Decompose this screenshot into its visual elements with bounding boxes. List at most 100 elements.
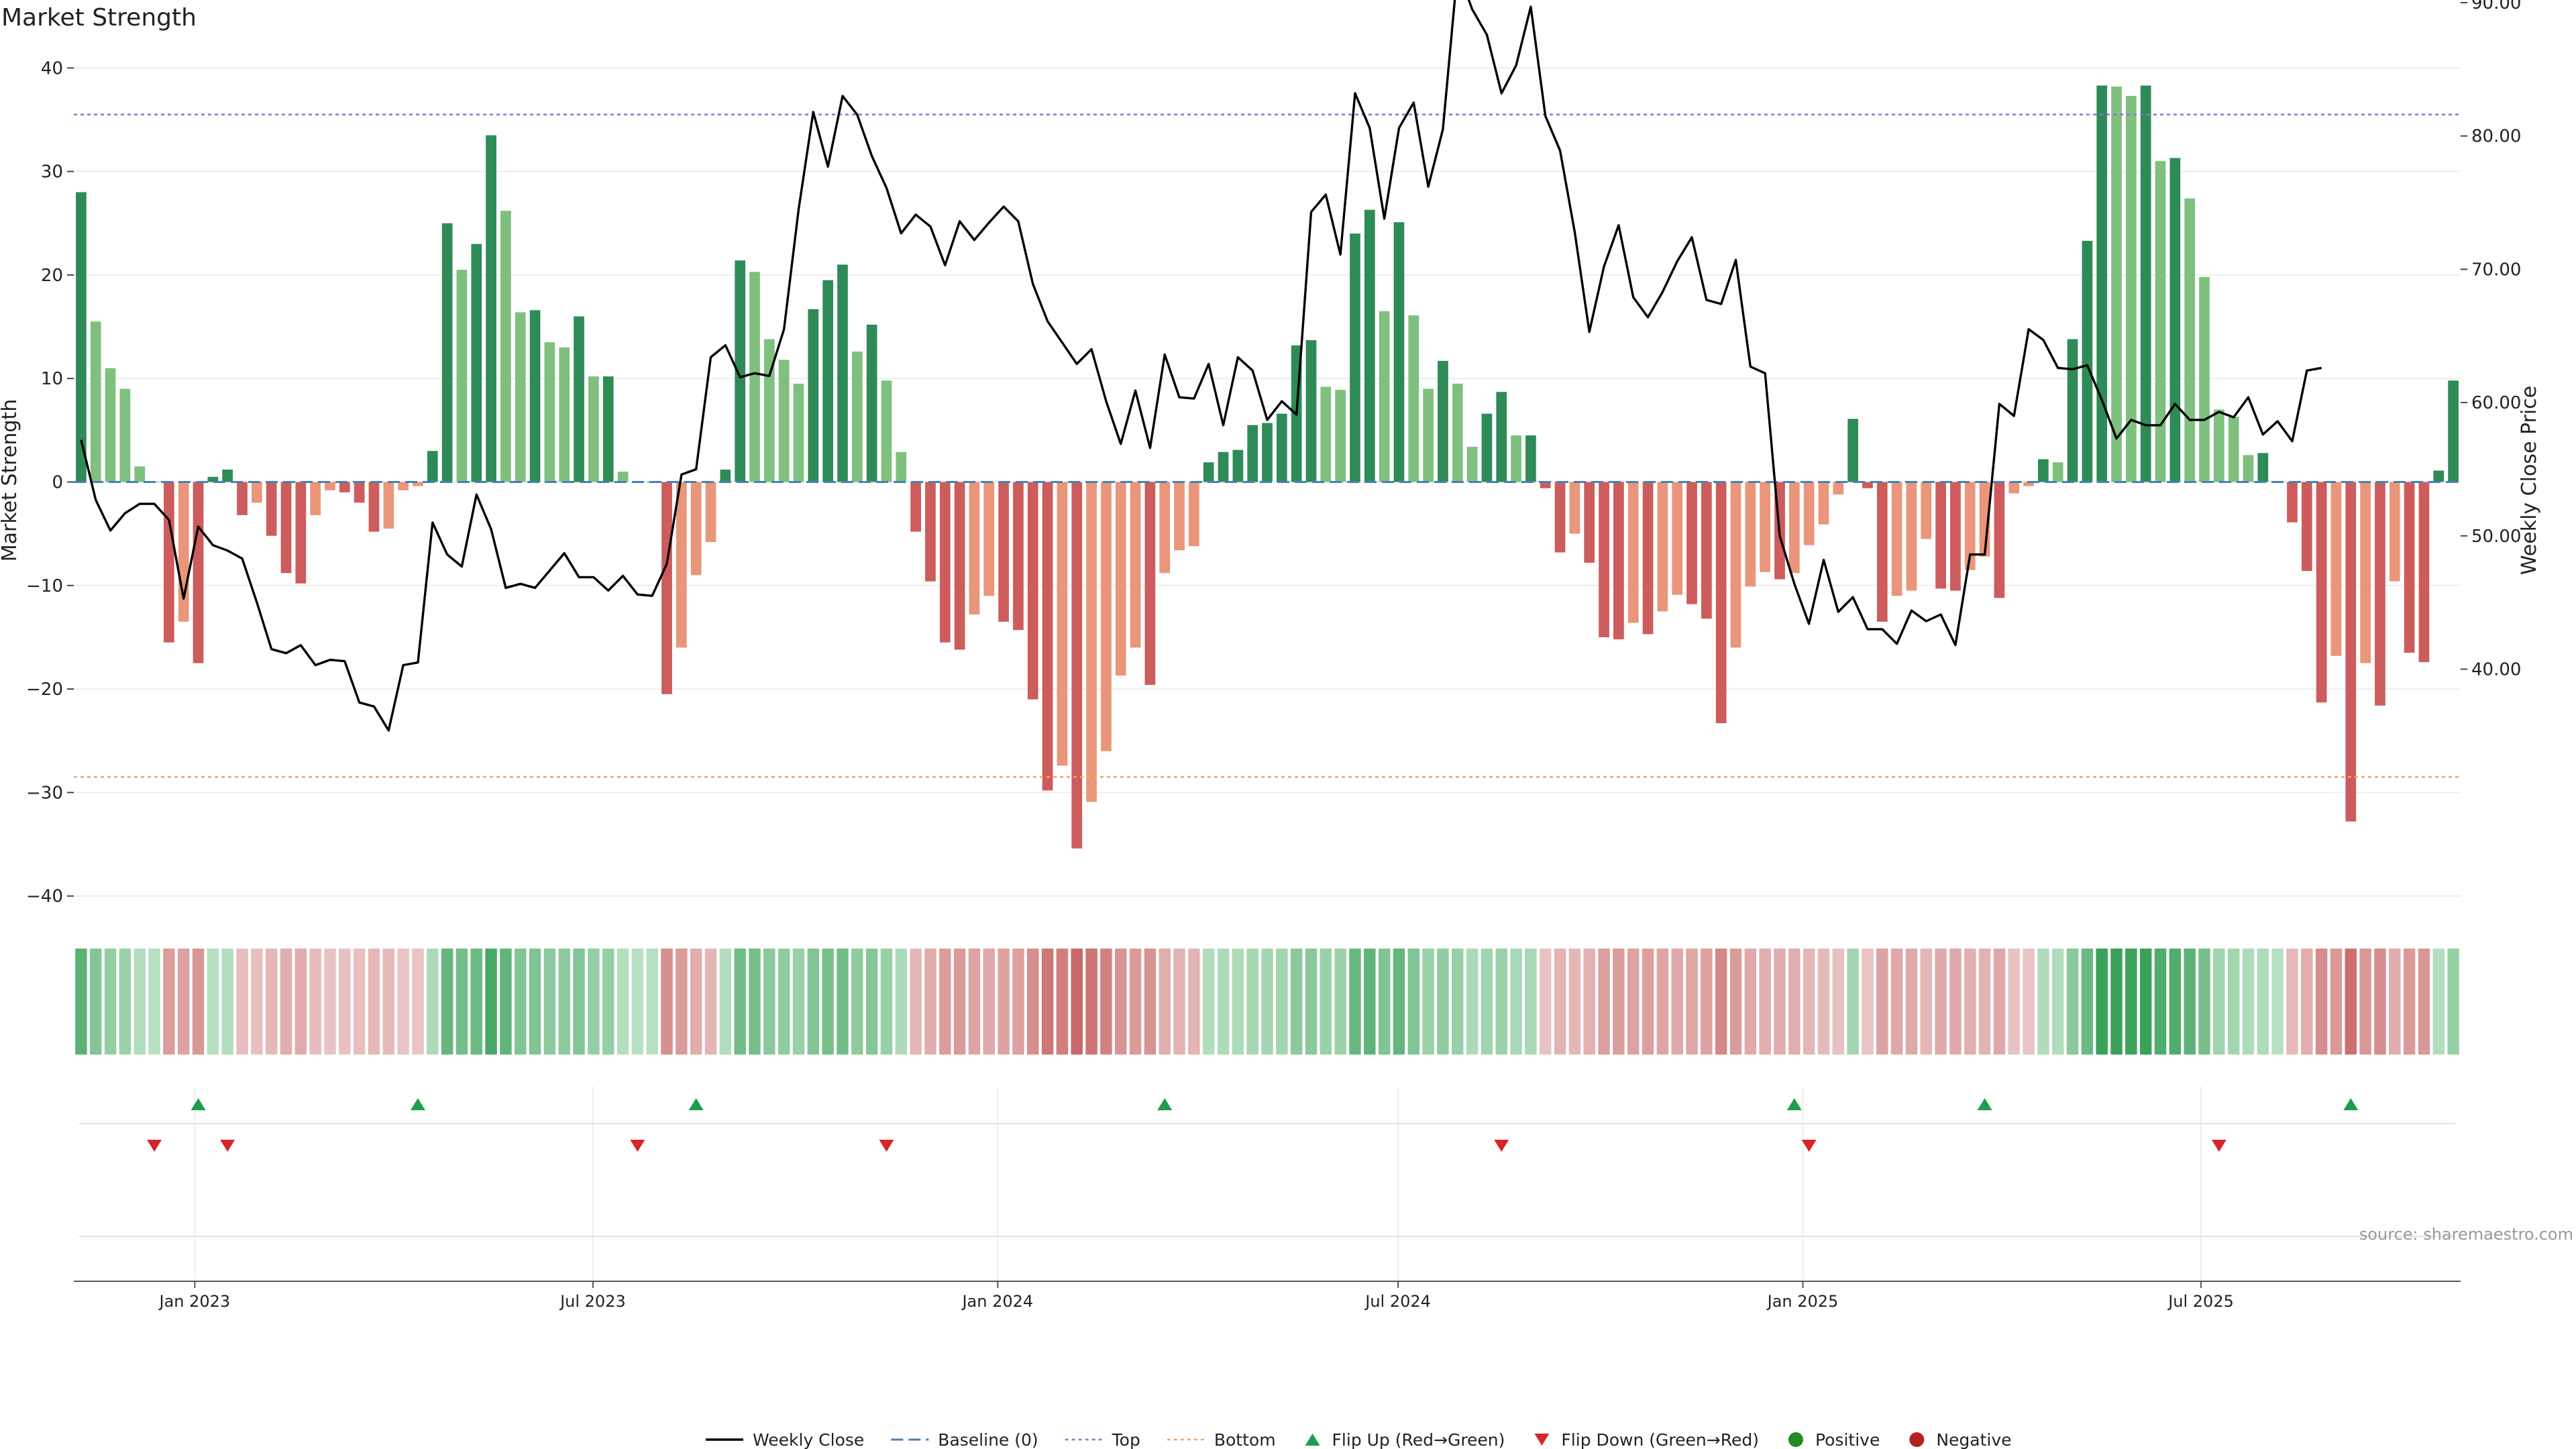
strength-bar [1701, 482, 1712, 619]
heat-cell [148, 949, 160, 1055]
heat-cell [236, 949, 248, 1055]
flip-up-marker [410, 1098, 425, 1110]
strength-bar [280, 482, 292, 574]
heat-cell [1246, 949, 1258, 1055]
strength-bar [1540, 482, 1551, 488]
heat-cell [1437, 949, 1449, 1055]
flip-down-marker [2211, 1140, 2226, 1152]
strength-bar [1481, 413, 1493, 482]
heat-cell [2432, 949, 2445, 1055]
flip-up-marker [2343, 1098, 2359, 1110]
heat-cell [690, 949, 702, 1055]
heat-cell [309, 949, 321, 1055]
flip-down-marker [879, 1140, 894, 1152]
heat-cell [119, 949, 131, 1055]
heat-cell [953, 949, 966, 1055]
heat-cell [749, 949, 761, 1055]
strength-bar [471, 244, 482, 482]
heat-cell [1085, 949, 1097, 1055]
strength-bar [2067, 339, 2078, 482]
strength-bar [998, 482, 1009, 622]
heat-cell [470, 949, 483, 1055]
heat-cell [2023, 949, 2035, 1055]
date-tick-label: Jan 2024 [961, 1292, 1033, 1311]
strength-bar [295, 482, 307, 584]
strength-bar [1994, 482, 2005, 598]
y2-tick-label: 90.00 [2471, 0, 2521, 13]
y2-tick-label: 40.00 [2471, 660, 2521, 680]
heat-cell [500, 949, 512, 1055]
heat-cell [1144, 949, 1157, 1055]
strength-bar [793, 383, 804, 482]
strength-bar [2155, 161, 2166, 482]
strength-bar [2345, 482, 2357, 822]
legend-item-bottom: Bottom [1167, 1430, 1276, 1449]
heat-cell [1890, 949, 1903, 1055]
flip-down-marker [147, 1140, 162, 1152]
y-tick-label: 0 [52, 473, 63, 493]
heat-cell [734, 949, 746, 1055]
heat-cell [1305, 949, 1318, 1055]
heat-cell [968, 949, 981, 1055]
strength-bars [76, 85, 2459, 849]
heat-cell [1935, 949, 1947, 1055]
heat-cell [1188, 949, 1200, 1055]
heat-cell [2066, 949, 2079, 1055]
heat-cell [1729, 949, 1742, 1055]
heat-cell [1701, 949, 1713, 1055]
heat-cell [1847, 949, 1859, 1055]
legend-swatch [1788, 1432, 1803, 1447]
strength-bar [749, 272, 760, 482]
y2-tick-label: 50.00 [2471, 527, 2521, 547]
heat-cell [1788, 949, 1801, 1055]
strength-bar [2316, 482, 2327, 703]
flip-up-marker [191, 1098, 206, 1110]
heat-cell [2271, 949, 2284, 1055]
strength-bar [1511, 435, 1521, 482]
heat-cell [1056, 949, 1069, 1055]
strength-bar [2448, 380, 2459, 482]
strength-bar [119, 388, 131, 482]
heat-cell [880, 949, 893, 1055]
flip-down-marker [630, 1140, 645, 1152]
y-tick-label: −20 [26, 680, 63, 700]
legend: Weekly Close Baseline (0) Top Bottom Flip Up… [706, 1430, 2012, 1449]
heat-cell [2330, 949, 2343, 1055]
heat-cell [75, 949, 87, 1055]
strength-bar [1876, 482, 1888, 622]
flip-down-marker [1494, 1140, 1509, 1152]
heat-cell [1568, 949, 1581, 1055]
strength-bar [2008, 482, 2020, 494]
legend-label: Baseline (0) [938, 1430, 1038, 1449]
heat-cell [2447, 949, 2459, 1055]
heat-cell [2301, 949, 2313, 1055]
heat-cell [441, 949, 453, 1055]
strength-bar [1950, 482, 1961, 591]
strength-bar [1584, 482, 1595, 563]
y2-axis-title: Weekly Close Price [2518, 386, 2541, 575]
heat-cell [661, 949, 673, 1055]
heat-cell [719, 949, 732, 1055]
strength-bar [105, 368, 116, 482]
heat-cell [1759, 949, 1771, 1055]
strength-bar [2111, 87, 2122, 482]
y-tick-label: 20 [41, 266, 63, 286]
legend-item-top: Top [1065, 1430, 1140, 1449]
strength-bar [1101, 482, 1112, 751]
heat-cell [1495, 949, 1507, 1055]
heat-cell [324, 949, 336, 1055]
strength-bar [676, 482, 687, 648]
strength-bar [515, 312, 526, 482]
strength-bar [251, 482, 262, 503]
strength-bar [2140, 85, 2151, 482]
strength-bar [76, 192, 87, 482]
strength-bar [2360, 482, 2371, 663]
heat-cell [1452, 949, 1464, 1055]
strength-bar [266, 482, 277, 536]
strength-bar [1672, 482, 1683, 595]
strength-bar [325, 482, 335, 490]
strength-bar [559, 347, 570, 482]
strength-bar [441, 223, 453, 482]
heat-cell [294, 949, 307, 1055]
